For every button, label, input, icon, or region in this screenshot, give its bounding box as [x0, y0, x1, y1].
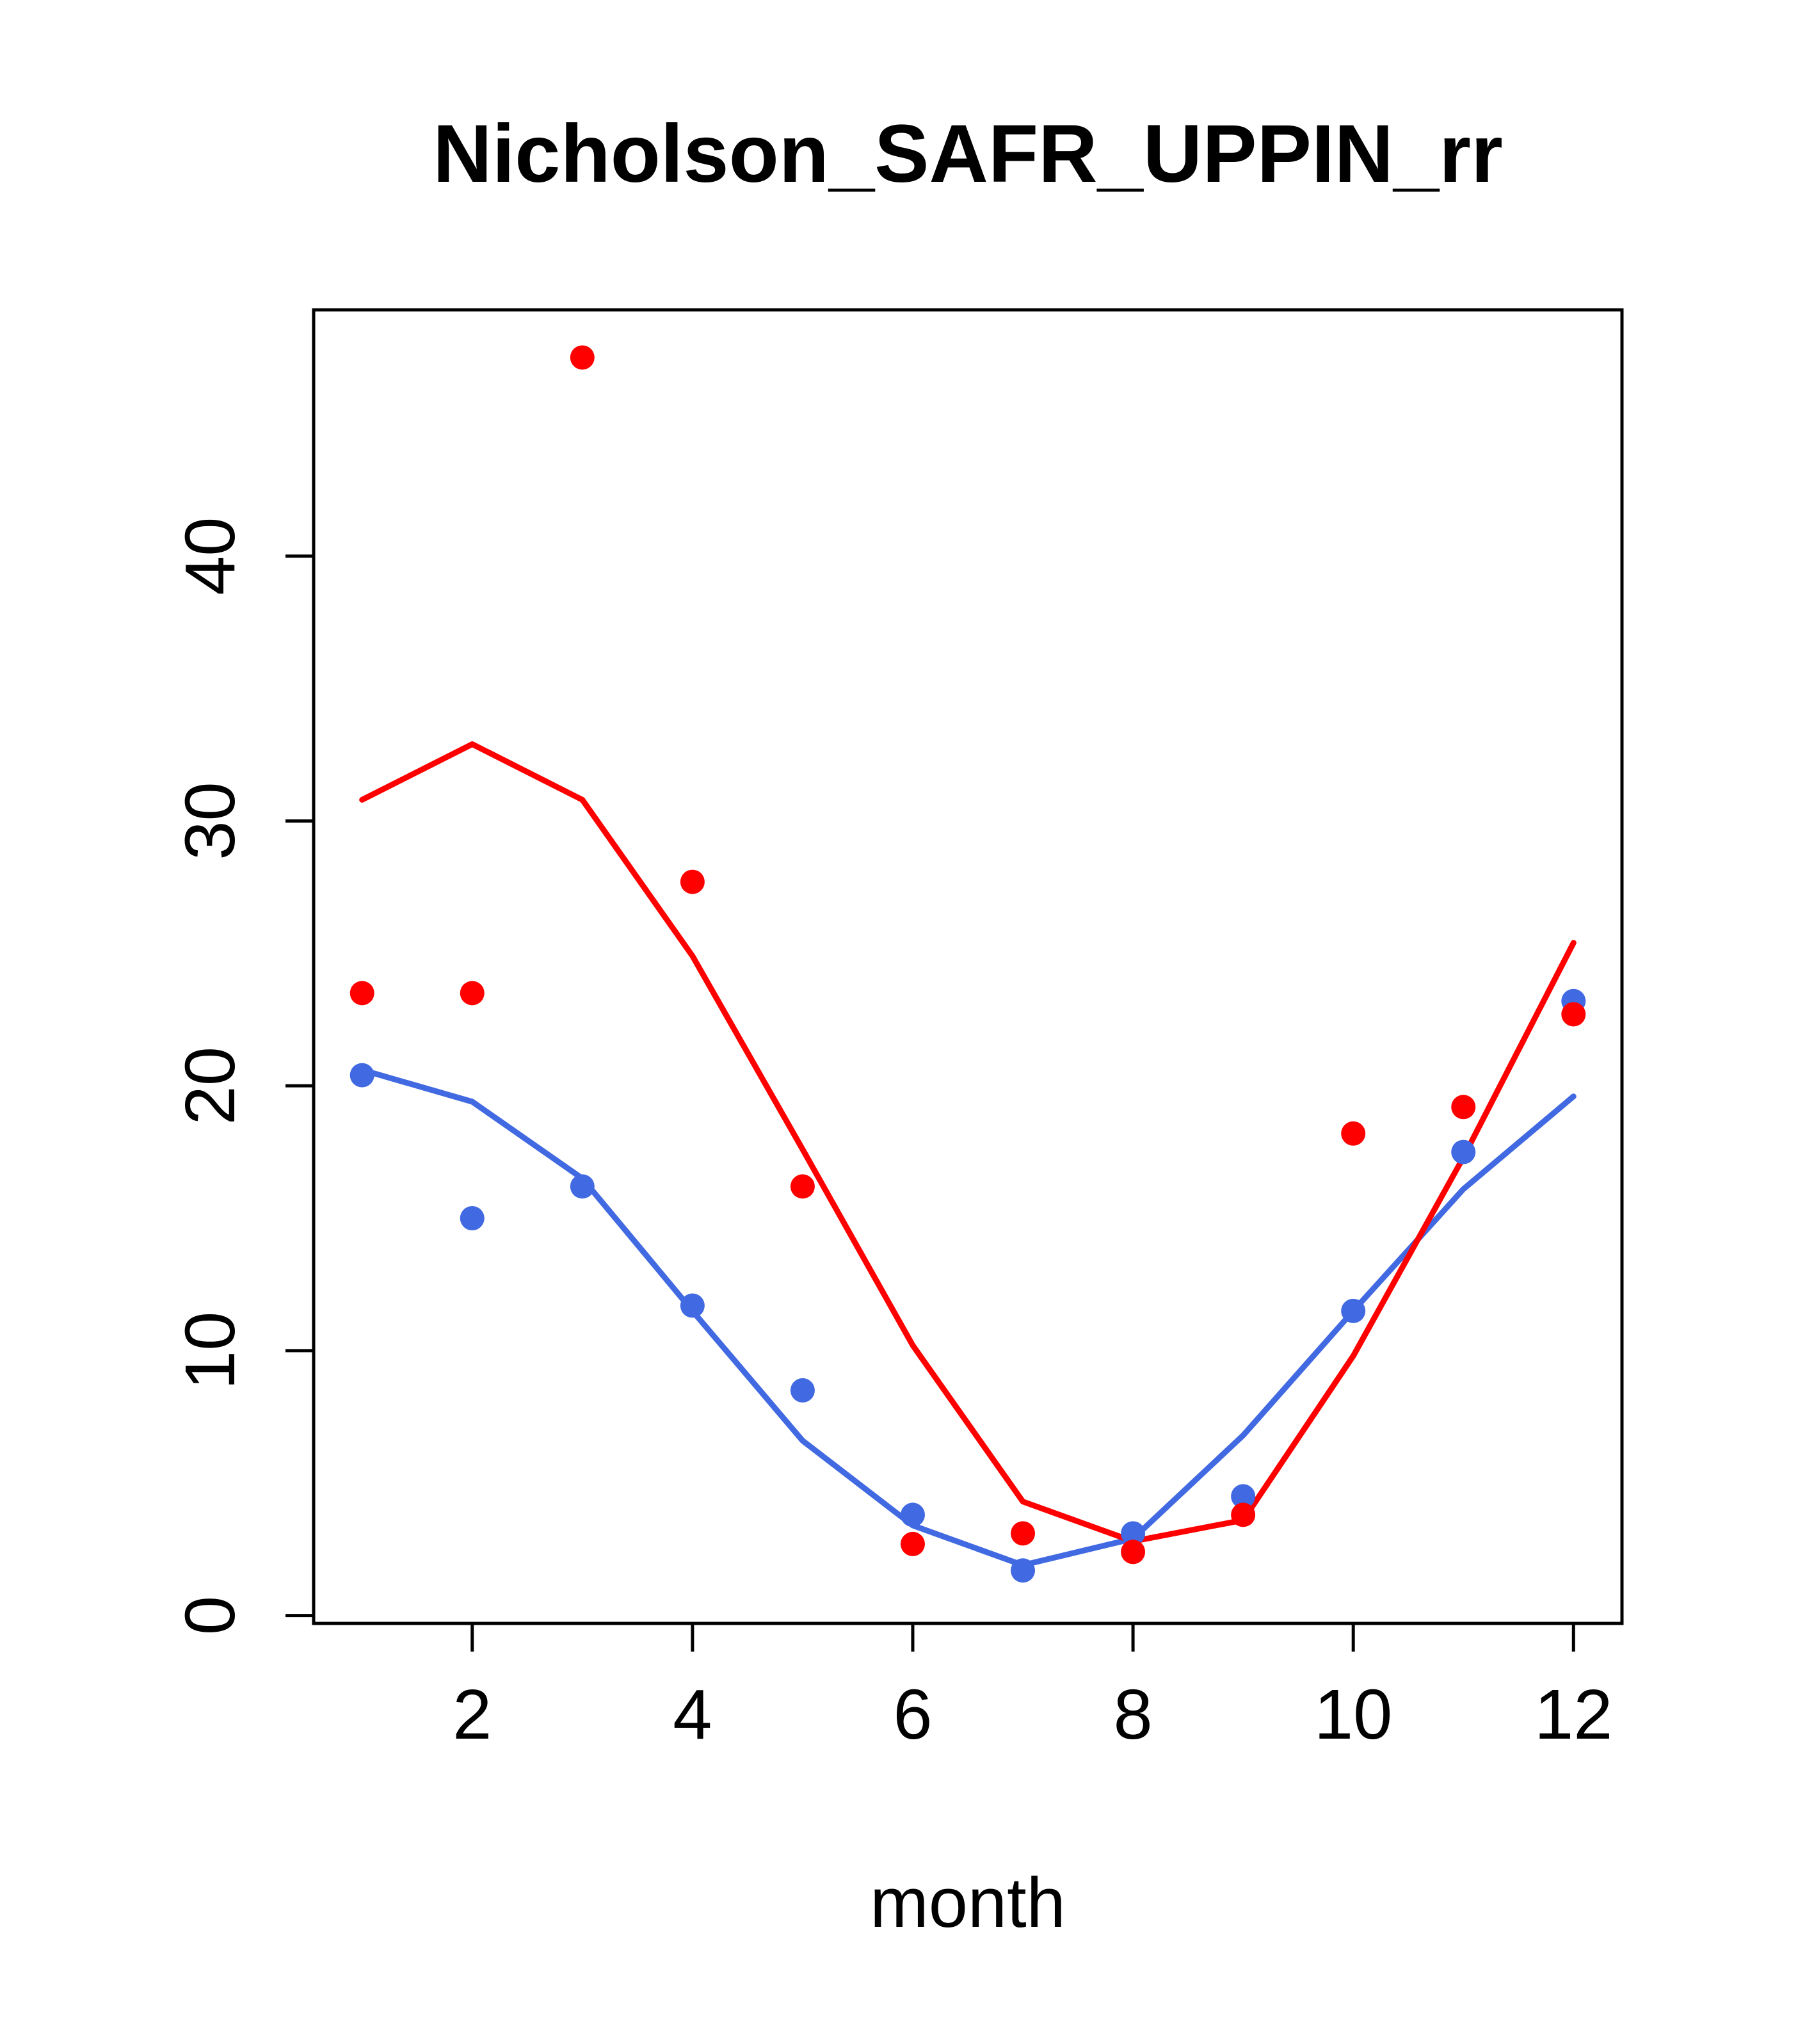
y-tick-label: 30 [171, 782, 250, 860]
x-tick-label: 10 [1314, 1675, 1392, 1754]
y-tick-label: 10 [171, 1312, 250, 1390]
x-axis-label: month [870, 1863, 1066, 1942]
data-point [1231, 1484, 1256, 1509]
data-point [1121, 1521, 1146, 1546]
plot-area [312, 308, 1624, 1625]
series-blue-line [359, 1066, 1577, 1568]
data-point [460, 981, 485, 1006]
data-point [1341, 1121, 1366, 1146]
data-point [790, 1174, 815, 1199]
x-tick-label: 6 [893, 1675, 932, 1754]
x-tick-label: 12 [1534, 1675, 1612, 1754]
data-point [460, 1206, 485, 1231]
data-point [349, 1063, 374, 1088]
x-tick-label: 2 [453, 1675, 492, 1754]
data-point [1561, 1002, 1586, 1027]
data-point [1231, 1502, 1256, 1527]
y-tick-label: 20 [171, 1047, 250, 1125]
data-point [680, 869, 705, 894]
chart-title: Nicholson_SAFR_UPPIN_rr [433, 108, 1503, 200]
data-point [900, 1531, 925, 1556]
series-red-points [349, 345, 1586, 1565]
data-point [570, 345, 595, 370]
data-point [349, 981, 374, 1006]
data-point [1341, 1298, 1366, 1323]
series-blue-points [349, 988, 1586, 1583]
y-axis: 0 10 20 30 40 [171, 517, 314, 1635]
x-tick-label: 4 [673, 1675, 712, 1754]
data-point [570, 1174, 595, 1199]
series-red-line [359, 741, 1577, 1545]
data-point [680, 1293, 705, 1318]
data-point [1451, 1095, 1476, 1120]
data-point [900, 1502, 925, 1527]
y-tick-label: 0 [171, 1596, 250, 1635]
data-series [349, 345, 1586, 1583]
data-point [790, 1378, 815, 1403]
y-tick-label: 40 [171, 517, 250, 595]
x-tick-label: 8 [1113, 1675, 1152, 1754]
data-point [1011, 1558, 1036, 1583]
data-point [1451, 1139, 1476, 1164]
x-axis: 2 4 6 8 10 12 [453, 1623, 1612, 1754]
data-point [1121, 1540, 1146, 1565]
data-point [1011, 1521, 1036, 1546]
